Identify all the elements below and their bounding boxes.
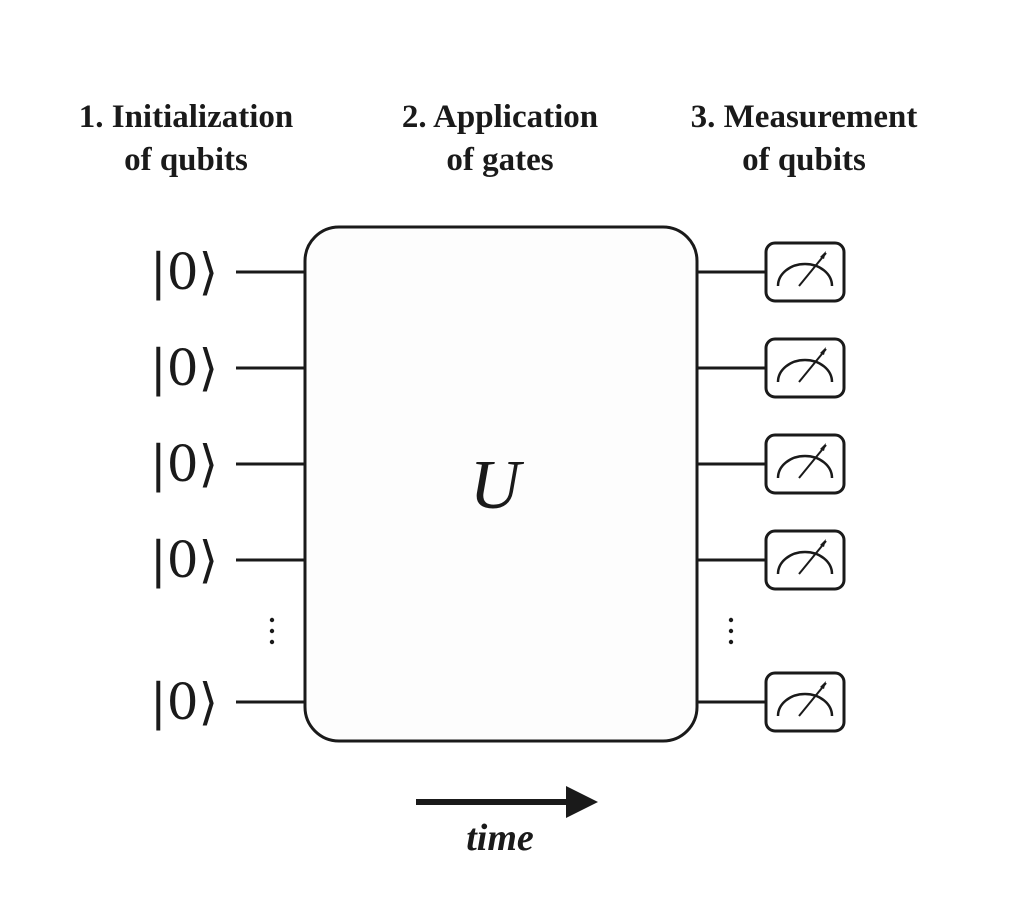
qubit-initial-state: |0⟩ (150, 435, 218, 493)
unitary-gate-box (303, 225, 699, 743)
stage-1-line-1: 1. Initialization (79, 99, 294, 135)
ellipsis-left-dots (269, 617, 275, 645)
time-arrow-head (566, 786, 598, 818)
qubit-initial-state: |0⟩ (150, 243, 218, 301)
stage-3-line-1: 3. Measurement (691, 99, 918, 135)
qubit-row: |0⟩ (150, 529, 846, 591)
unitary-gate-label: U (470, 447, 525, 524)
time-arrow (416, 786, 598, 818)
stage-2-line-1: 2. Application (402, 99, 598, 135)
qubit-row: |0⟩ (150, 671, 846, 733)
measurement-meter-icon (764, 529, 846, 591)
measurement-meter-icon (764, 337, 846, 399)
measurement-meter-icon (764, 241, 846, 303)
qubit-row: |0⟩ (150, 433, 846, 495)
qubit-initial-state: |0⟩ (150, 339, 218, 397)
qubit-initial-state: |0⟩ (150, 531, 218, 589)
qubit-rows: |0⟩ |0⟩ |0⟩ |0⟩ |0⟩ (150, 241, 846, 733)
qubit-row: |0⟩ (150, 241, 846, 303)
qubit-row: |0⟩ (150, 337, 846, 399)
stage-3-line-2: of qubits (742, 142, 866, 178)
measurement-meter-icon (764, 433, 846, 495)
time-label: time (466, 817, 534, 859)
stage-1-line-2: of qubits (124, 142, 248, 178)
stage-heading-gates: 2. Application of gates (402, 99, 598, 178)
stage-heading-initialization: 1. Initialization of qubits (79, 99, 294, 178)
stage-2-line-2: of gates (446, 142, 553, 178)
stage-heading-measurement: 3. Measurement of qubits (691, 99, 918, 178)
measurement-meter-icon (764, 671, 846, 733)
ellipsis-right-dots (728, 617, 734, 645)
qubit-initial-state: |0⟩ (150, 673, 218, 731)
